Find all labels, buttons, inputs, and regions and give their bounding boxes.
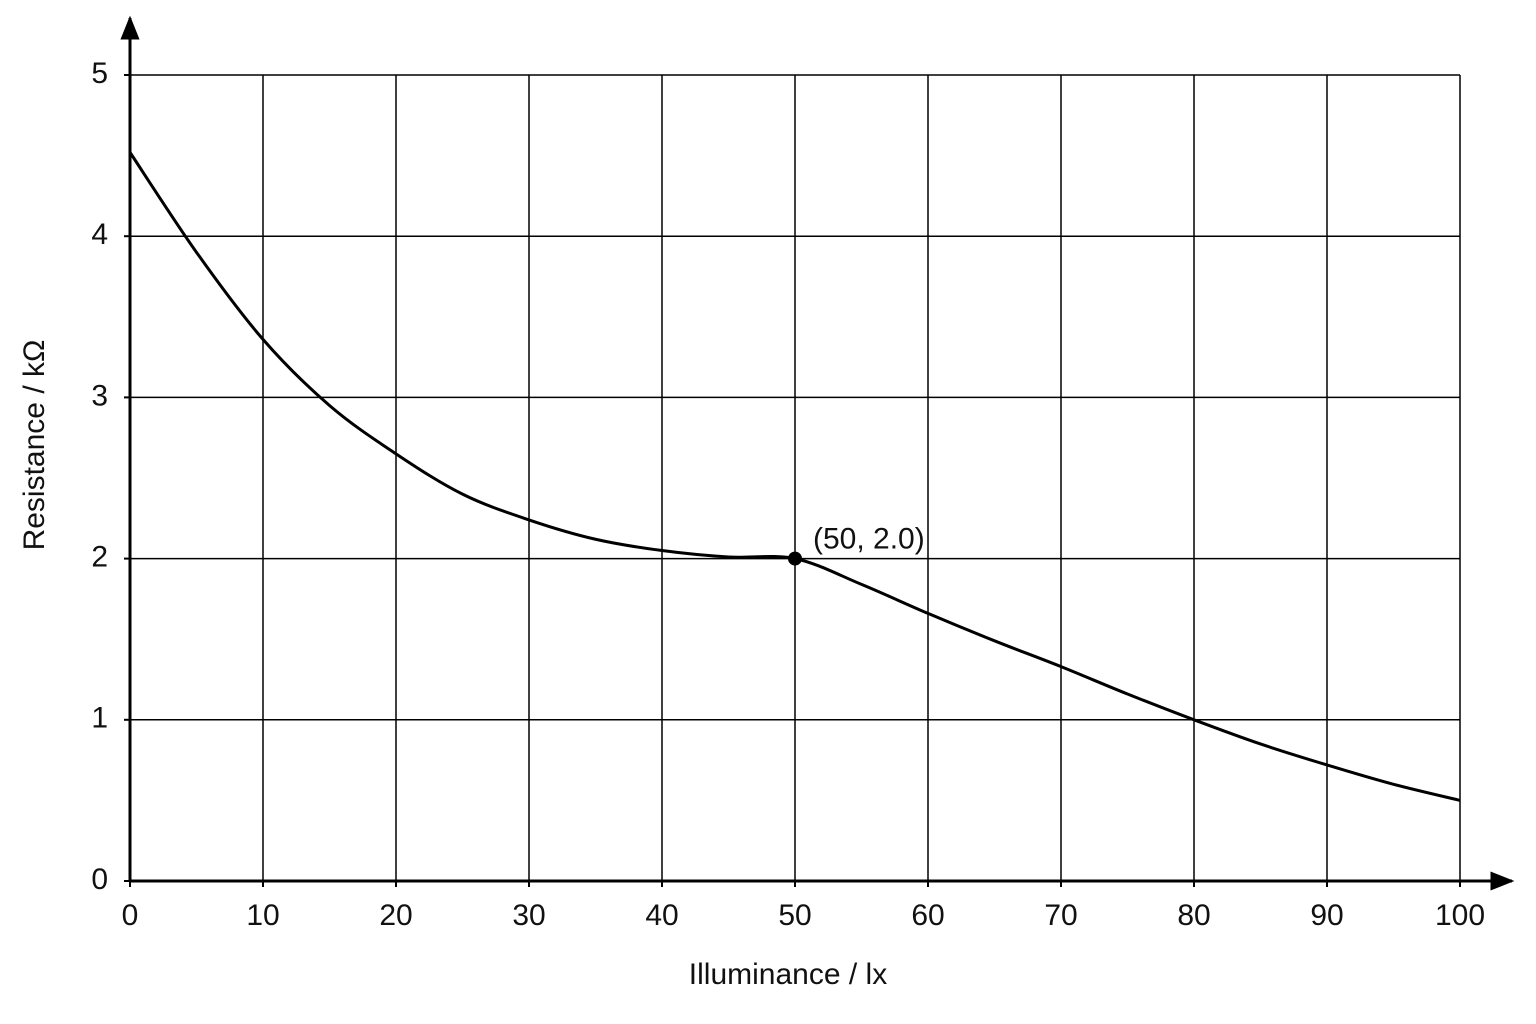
x-tick-label: 70 xyxy=(1044,899,1077,932)
data-line xyxy=(128,151,1461,802)
y-tick-label: 4 xyxy=(91,218,108,251)
grid xyxy=(129,74,1461,882)
x-tick-label: 80 xyxy=(1177,899,1210,932)
x-tick-label: 40 xyxy=(645,899,678,932)
y-tick-label: 2 xyxy=(91,541,108,574)
annotation-text: (50, 2.0) xyxy=(813,523,925,556)
x-tick-label: 30 xyxy=(512,899,545,932)
x-tick-label: 50 xyxy=(778,899,811,932)
y-tick-label: 0 xyxy=(91,863,108,896)
x-tick-label: 10 xyxy=(246,899,279,932)
x-tick-label: 20 xyxy=(379,899,412,932)
y-tick-label: 1 xyxy=(91,702,108,735)
y-tick-label: 5 xyxy=(91,57,108,90)
x-tick-label: 0 xyxy=(122,899,139,932)
y-axis-label: Resistance / kΩ xyxy=(18,340,51,551)
x-axis-label: Illuminance / lx xyxy=(689,958,887,991)
y-tick-label: 3 xyxy=(91,379,108,412)
annotation-point xyxy=(788,551,802,566)
x-tick-label: 60 xyxy=(911,899,944,932)
x-tick-label: 100 xyxy=(1435,899,1485,932)
x-tick-label: 90 xyxy=(1310,899,1343,932)
